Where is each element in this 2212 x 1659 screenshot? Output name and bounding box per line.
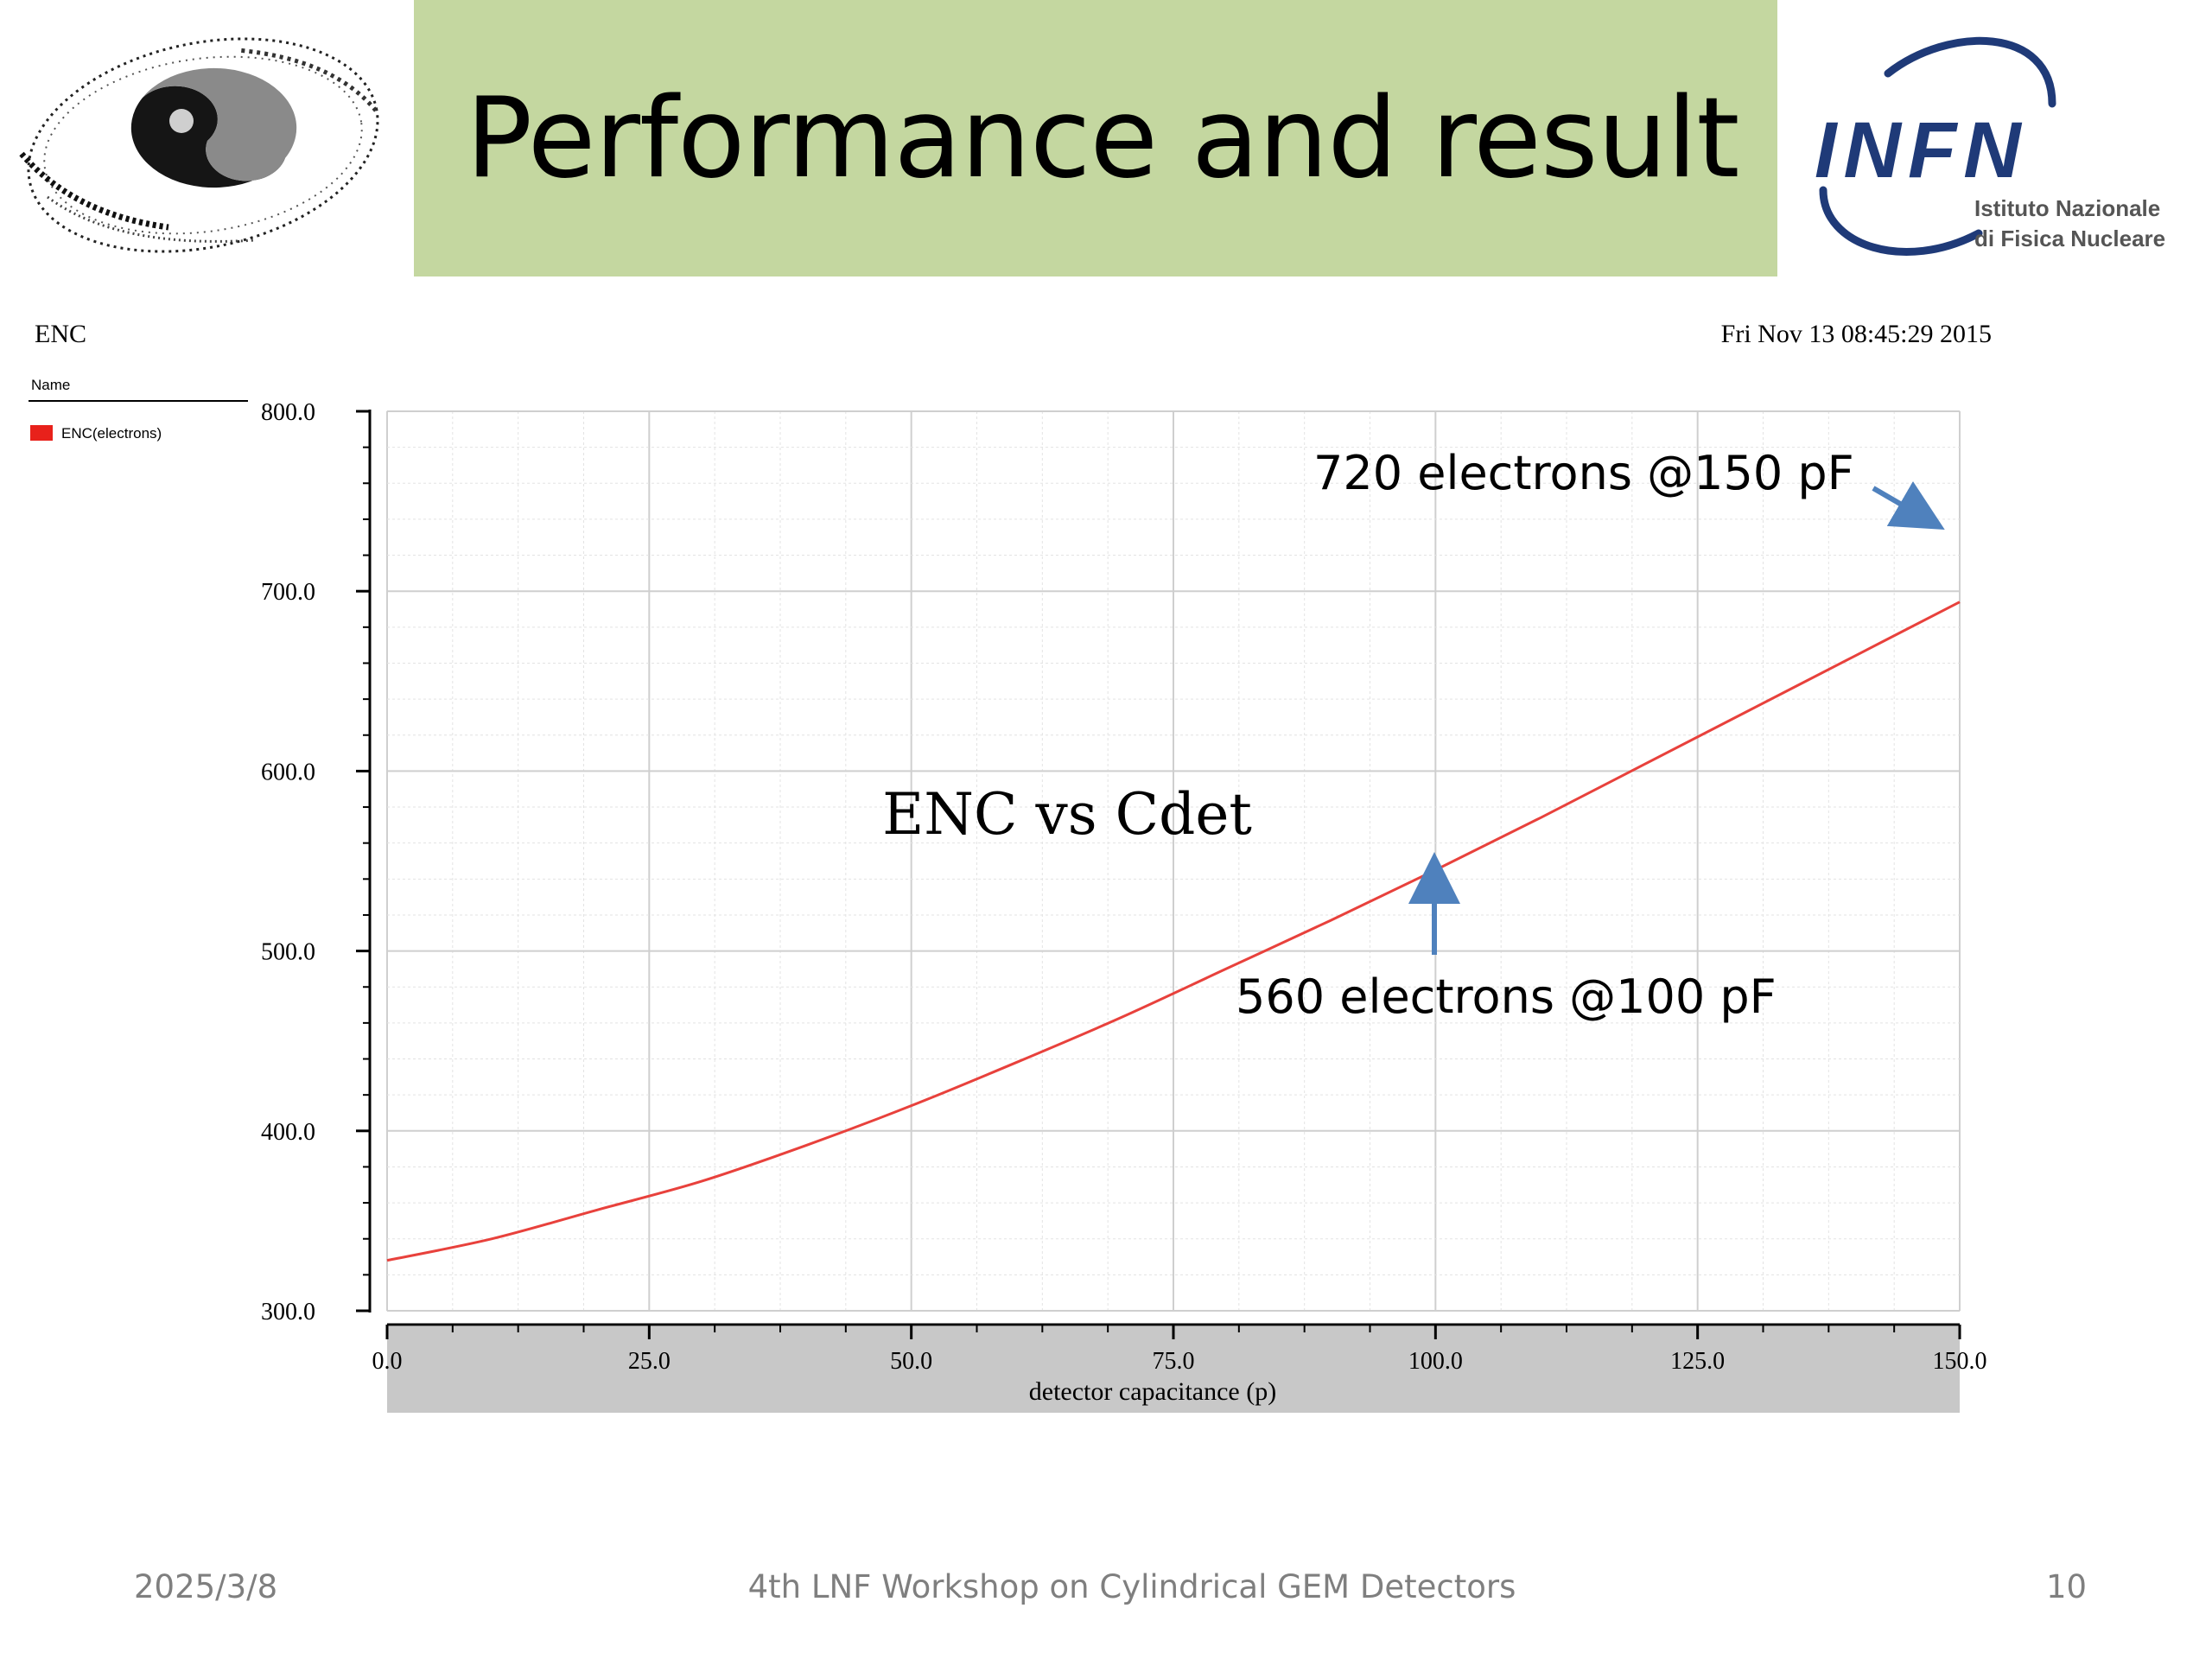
series-line-enc bbox=[386, 601, 1961, 1262]
y-tick-label: 800.0 bbox=[261, 399, 315, 426]
annotation-150pf: 720 electrons @150 pF bbox=[1313, 446, 1854, 500]
infn-wordmark: INFN bbox=[1815, 106, 2028, 194]
x-tick-label: 0.0 bbox=[372, 1348, 403, 1375]
grid bbox=[386, 410, 1961, 1312]
x-tick-label: 50.0 bbox=[890, 1348, 932, 1375]
infn-line1: Istituto Nazionale bbox=[1974, 195, 2160, 221]
y-tick-label: 400.0 bbox=[261, 1119, 315, 1146]
legend-swatch bbox=[30, 425, 53, 441]
x-tick-label: 75.0 bbox=[1153, 1348, 1195, 1375]
x-axis-band bbox=[387, 1326, 1960, 1413]
legend-header: Name bbox=[31, 377, 70, 393]
enc-chart: 300.0 400.0 500.0 600.0 700.0 800.0 0.0 25.0 50.… bbox=[29, 320, 1992, 1413]
footer-date: 2025/3/8 bbox=[134, 1568, 278, 1605]
infn-logo: INFN Istituto Nazionale di Fisica Nuclea… bbox=[1802, 26, 2203, 272]
page-number: 10 bbox=[2046, 1568, 2088, 1605]
x-axis-label: detector capacitance (p) bbox=[1029, 1377, 1276, 1406]
x-tick-label: 25.0 bbox=[628, 1348, 671, 1375]
y-tick-label: 700.0 bbox=[261, 579, 315, 606]
y-tick-label: 300.0 bbox=[261, 1299, 315, 1325]
legend-entry: ENC(electrons) bbox=[61, 425, 162, 442]
legend: Name ENC(electrons) bbox=[29, 377, 248, 442]
x-tick-label: 100.0 bbox=[1408, 1348, 1463, 1375]
x-tick-label: 125.0 bbox=[1670, 1348, 1725, 1375]
annotation-100pf: 560 electrons @100 pF bbox=[1236, 969, 1777, 1024]
y-tick-label: 600.0 bbox=[261, 759, 315, 785]
annotation-enc-vs-cdet: ENC vs Cdet bbox=[882, 781, 1252, 848]
footer-title: 4th LNF Workshop on Cylindrical GEM Dete… bbox=[747, 1568, 1516, 1605]
ihep-logo bbox=[9, 17, 406, 272]
infn-line2: di Fisica Nucleare bbox=[1974, 226, 2165, 251]
arrow-150pf bbox=[1872, 480, 1945, 531]
window-title: ENC bbox=[35, 320, 86, 348]
slide-title: Performance and result bbox=[466, 73, 1739, 203]
timestamp: Fri Nov 13 08:45:29 2015 bbox=[1721, 320, 1992, 348]
y-tick-label: 500.0 bbox=[261, 939, 315, 966]
title-bar: Performance and result bbox=[414, 0, 1777, 276]
x-tick-label: 150.0 bbox=[1933, 1348, 1987, 1375]
